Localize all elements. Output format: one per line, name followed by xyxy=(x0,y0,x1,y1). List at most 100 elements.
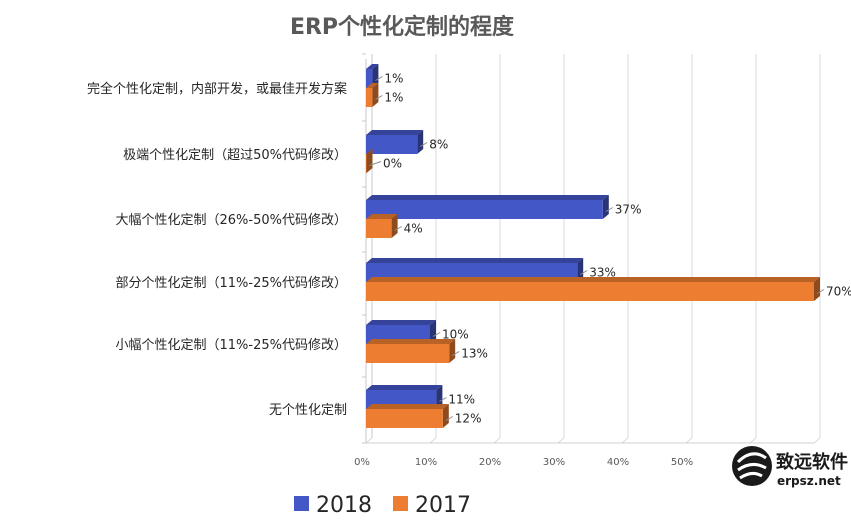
category-label: 极端个性化定制（超过50%代码修改） xyxy=(123,148,347,163)
bar-top-face xyxy=(366,404,449,409)
watermark: 致远软件 erpsz.net xyxy=(732,446,848,488)
bar-top-face xyxy=(366,385,443,390)
legend-item: 2018 xyxy=(294,493,372,518)
bar-side-face xyxy=(417,130,424,154)
chart-title: ERP个性化定制的程度 xyxy=(290,14,515,40)
watermark-brand: 致远软件 xyxy=(776,451,848,473)
value-leader-line xyxy=(605,207,614,212)
bar-2018 xyxy=(366,130,424,154)
bar-2017 xyxy=(366,404,449,428)
bar-2017 xyxy=(366,339,456,363)
bar-side-face xyxy=(391,214,398,238)
bar-side-face xyxy=(436,385,443,409)
value-label: 37% xyxy=(615,203,642,217)
x-tick-label: 50% xyxy=(671,457,693,468)
bar-top-face xyxy=(366,64,379,69)
category-label: 完全个性化定制，内部开发，或最佳开发方案 xyxy=(87,81,347,97)
bar-front-face xyxy=(366,409,443,428)
gridline-floor xyxy=(621,437,629,444)
value-label: 70% xyxy=(826,285,851,299)
bar-2017 xyxy=(366,214,398,238)
bar-top-face xyxy=(366,195,609,200)
bar-side-face xyxy=(366,149,373,173)
legend-label: 2017 xyxy=(415,493,471,518)
gridline-floor xyxy=(557,437,565,444)
bar-side-face xyxy=(372,64,379,88)
bar-front-face xyxy=(366,200,603,219)
value-leader-line xyxy=(432,332,441,337)
gridline-floor xyxy=(429,437,437,444)
legend-label: 2018 xyxy=(316,493,372,518)
category-label: 部分个性化定制（11%-25%代码修改） xyxy=(116,276,347,291)
category-label: 大幅个性化定制（26%-50%代码修改） xyxy=(116,213,347,228)
bar-2017 xyxy=(366,83,379,107)
legend: 2018 2017 xyxy=(294,493,471,518)
bar-front-face xyxy=(366,282,814,301)
bar-2017 xyxy=(366,277,820,301)
bar-front-face xyxy=(366,344,450,363)
x-tick-label: 20% xyxy=(479,457,501,468)
gridlines xyxy=(365,54,821,444)
bar-front-face xyxy=(366,69,373,88)
value-label: 13% xyxy=(461,347,488,361)
bar-top-face xyxy=(366,258,584,263)
category-label: 小幅个性化定制（11%-25%代码修改） xyxy=(116,338,347,353)
value-leader-line xyxy=(375,76,383,81)
gridline-floor xyxy=(749,437,757,444)
legend-item: 2017 xyxy=(393,493,471,518)
value-label: 1% xyxy=(384,91,403,105)
bar-side-face xyxy=(577,258,584,282)
bar-front-face xyxy=(366,219,392,238)
value-leader-line xyxy=(439,397,447,402)
gridline-floor xyxy=(685,437,693,444)
gridline-floor xyxy=(813,437,821,444)
bar-2018 xyxy=(366,64,379,88)
value-labels: 1% 8% 37% 33% 10% 11% 1% 0% 4% 70% 13% 12% xyxy=(369,72,851,426)
value-label: 4% xyxy=(404,222,423,236)
x-tick-labels: 0% 10% 20% 30% 40% 50% xyxy=(354,457,693,468)
bar-side-face xyxy=(814,277,820,301)
value-leader-line xyxy=(451,351,460,356)
value-leader-line xyxy=(419,142,428,147)
category-label: 无个性化定制 xyxy=(269,403,347,418)
bars xyxy=(366,64,820,428)
x-tick-label: 0% xyxy=(354,457,370,468)
value-leader-line xyxy=(369,161,382,166)
axes xyxy=(362,53,814,444)
x-tick-label: 30% xyxy=(543,457,565,468)
value-leader-line xyxy=(445,416,454,421)
bar-2018 xyxy=(366,195,609,219)
bar-side-face xyxy=(372,83,379,107)
x-tick-label: 40% xyxy=(607,457,629,468)
value-label: 33% xyxy=(589,266,616,280)
value-label: 10% xyxy=(442,328,469,342)
bar-side-face xyxy=(430,320,436,344)
bar-2017 xyxy=(366,149,373,173)
gridline-floor xyxy=(493,437,501,444)
x-tick-label: 10% xyxy=(415,457,437,468)
bar-side-face xyxy=(602,195,609,219)
bar-top-face xyxy=(366,339,456,344)
value-leader-line xyxy=(394,226,402,231)
bar-top-face xyxy=(366,149,373,154)
value-leader-line xyxy=(816,289,825,294)
value-leader-line xyxy=(375,95,383,100)
bar-top-face xyxy=(366,277,820,282)
bar-front-face xyxy=(366,88,373,107)
legend-swatch xyxy=(294,496,309,511)
bar-side-face xyxy=(449,339,456,363)
value-label: 0% xyxy=(383,157,402,171)
bar-top-face xyxy=(366,320,436,325)
gridline-floor xyxy=(365,437,373,444)
value-leader-line xyxy=(579,270,588,275)
watermark-logo-icon xyxy=(732,446,772,486)
legend-swatch xyxy=(393,496,408,511)
value-label: 8% xyxy=(429,138,448,152)
bar-top-face xyxy=(366,83,379,88)
bar-side-face xyxy=(442,404,449,428)
value-label: 12% xyxy=(455,412,482,426)
bar-top-face xyxy=(366,214,398,219)
value-label: 11% xyxy=(448,393,475,407)
